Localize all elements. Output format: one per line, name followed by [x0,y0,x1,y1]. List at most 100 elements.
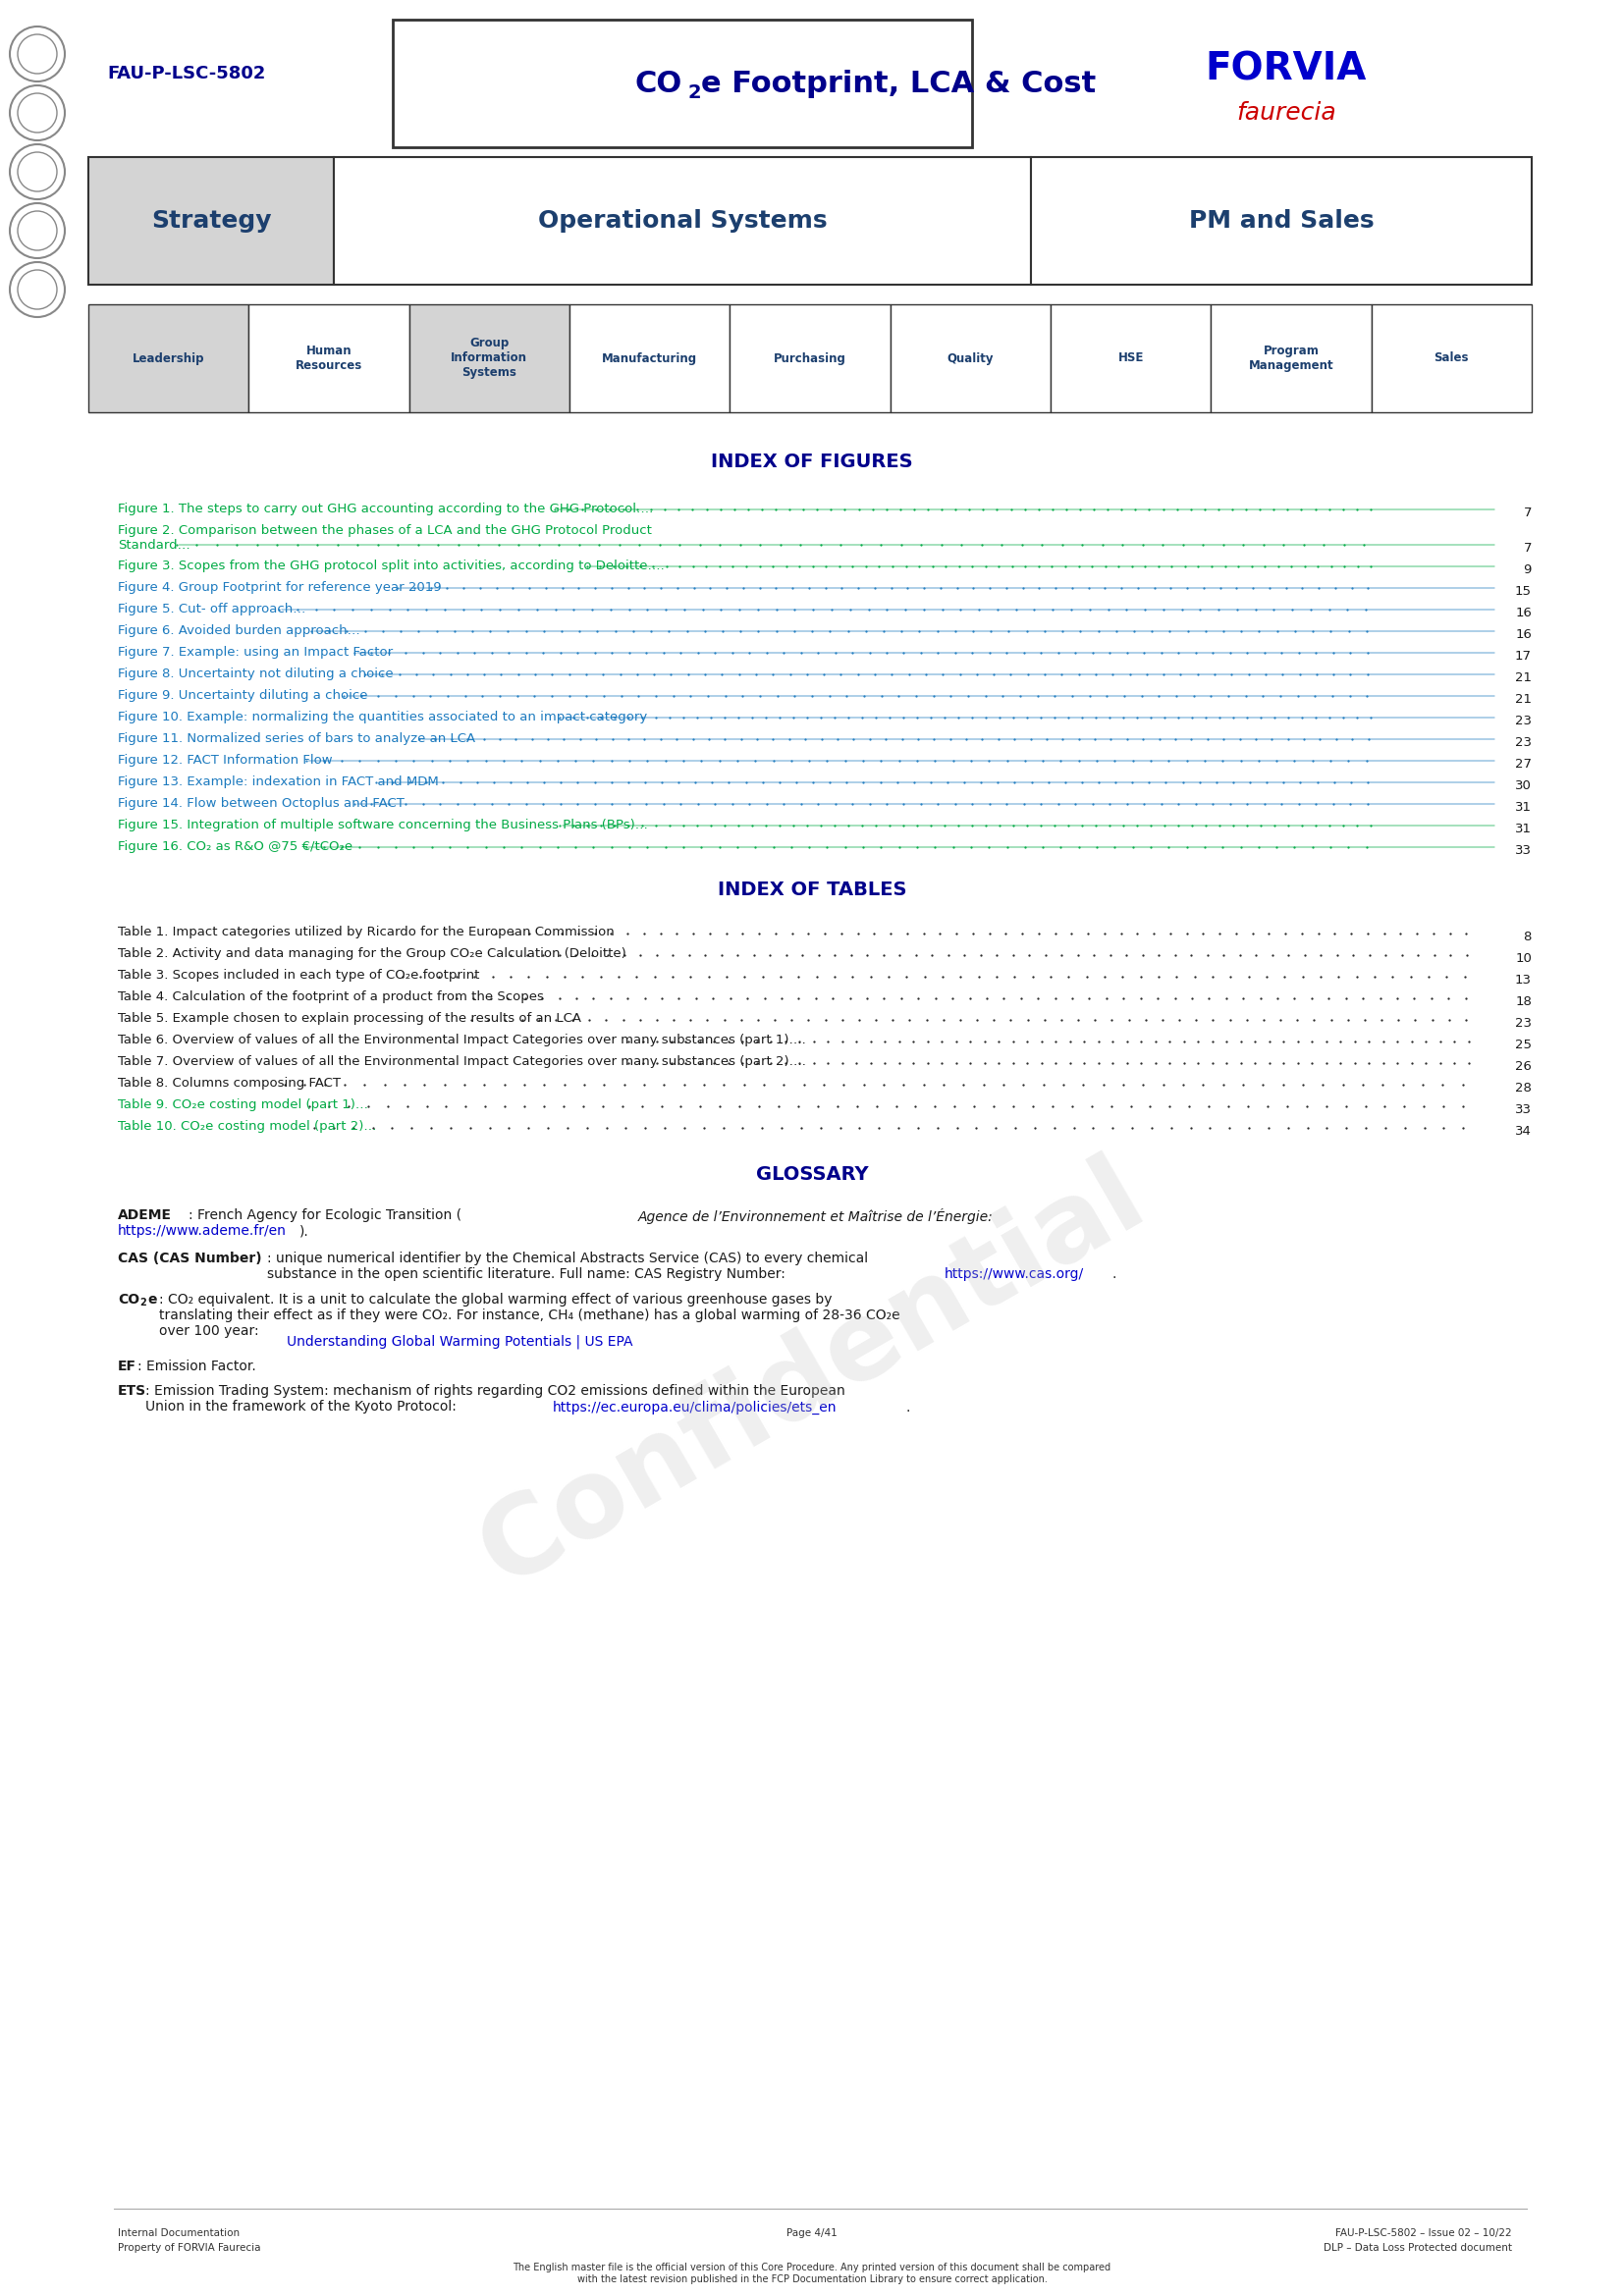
Bar [890,305,1051,413]
Text: Quality: Quality [947,351,994,365]
Text: 13: 13 [1515,974,1531,987]
Text: Figure 10. Example: normalizing the quantities associated to an impact category: Figure 10. Example: normalizing the quan… [119,712,651,723]
Text: Understanding Global Warming Potentials | US EPA: Understanding Global Warming Potentials … [287,1334,633,1350]
Text: 30: 30 [1515,778,1531,792]
Text: Figure 2. Comparison between the phases of a LCA and the GHG Protocol Product
St: Figure 2. Comparison between the phases … [119,523,651,551]
Text: GLOSSARY: GLOSSARY [755,1164,869,1182]
Text: Figure 15. Integration of multiple software concerning the Business Plans (BPs)…: Figure 15. Integration of multiple softw… [119,820,648,831]
Text: Table 3. Scopes included in each type of CO₂e footprint: Table 3. Scopes included in each type of… [119,969,484,983]
Text: 21: 21 [1515,670,1531,684]
Text: e: e [148,1293,156,1306]
Text: 28: 28 [1515,1081,1531,1095]
Text: 23: 23 [1515,714,1531,728]
Text: The English master file is the official version of this Core Procedure. Any prin: The English master file is the official … [513,2262,1111,2285]
Text: 25: 25 [1515,1038,1531,1052]
Bar [88,156,335,285]
Text: 26: 26 [1515,1061,1531,1072]
Text: Human
Resources: Human Resources [296,344,362,372]
Text: 18: 18 [1515,996,1531,1008]
Text: 23: 23 [1515,1017,1531,1029]
Text: Figure 5. Cut- off approach…: Figure 5. Cut- off approach… [119,604,305,615]
Text: Group
Information
Systems: Group Information Systems [451,338,528,379]
Text: https://www.ademe.fr/en: https://www.ademe.fr/en [119,1224,286,1238]
Text: Table 6. Overview of values of all the Environmental Impact Categories over many: Table 6. Overview of values of all the E… [119,1033,806,1047]
Text: 33: 33 [1515,1104,1531,1116]
Text: Agence de l’Environnement et Maîtrise de l’Énergie:: Agence de l’Environnement et Maîtrise de… [638,1208,994,1224]
Text: https://www.cas.org/: https://www.cas.org/ [945,1267,1085,1281]
Bar [1212,305,1371,413]
Text: Operational Systems: Operational Systems [538,209,827,232]
Text: 15: 15 [1515,585,1531,597]
Text: Figure 1. The steps to carry out GHG accounting according to the GHG Protocol….: Figure 1. The steps to carry out GHG acc… [119,503,653,514]
Text: 10: 10 [1515,953,1531,964]
Text: Page 4/41: Page 4/41 [786,2229,838,2239]
Text: : unique numerical identifier by the Chemical Abstracts Service (CAS) to every c: : unique numerical identifier by the Che… [266,1251,869,1281]
Text: 34: 34 [1515,1125,1531,1139]
Text: Figure 3. Scopes from the GHG protocol split into activities, according to Deloi: Figure 3. Scopes from the GHG protocol s… [119,560,664,572]
Text: faurecia: faurecia [1236,101,1337,124]
Text: Sales: Sales [1434,351,1470,365]
Text: Program
Management: Program Management [1249,344,1333,372]
Text: Figure 6. Avoided burden approach…: Figure 6. Avoided burden approach… [119,625,361,636]
Text: HSE: HSE [1117,351,1143,365]
Text: 7: 7 [1523,507,1531,519]
Text: 7: 7 [1523,542,1531,556]
Text: ETS: ETS [119,1384,146,1398]
Text: .: . [906,1401,911,1414]
Text: Figure 4. Group Footprint for reference year 2019: Figure 4. Group Footprint for reference … [119,581,445,595]
Text: Figure 16. CO₂ as R&O @75 €/tCO₂e: Figure 16. CO₂ as R&O @75 €/tCO₂e [119,840,352,854]
Text: .: . [1111,1267,1116,1281]
Text: Leadership: Leadership [133,351,205,365]
Text: : French Agency for Ecologic Transition (: : French Agency for Ecologic Transition … [188,1208,461,1221]
Text: INDEX OF TABLES: INDEX OF TABLES [718,879,906,898]
Text: FORVIA: FORVIA [1205,51,1367,87]
Bar [729,305,890,413]
Bar [335,156,1031,285]
Text: https://ec.europa.eu/clima/policies/ets_en: https://ec.europa.eu/clima/policies/ets_… [552,1401,836,1414]
Text: Table 1. Impact categories utilized by Ricardo for the European Commission: Table 1. Impact categories utilized by R… [119,925,619,939]
Text: DLP – Data Loss Protected document: DLP – Data Loss Protected document [1324,2243,1512,2252]
Text: : Emission Trading System: mechanism of rights regarding CO2 emissions defined w: : Emission Trading System: mechanism of … [145,1384,844,1414]
Text: Internal Documentation: Internal Documentation [119,2229,240,2239]
Text: Figure 13. Example: indexation in FACT and MDM: Figure 13. Example: indexation in FACT a… [119,776,438,788]
Text: 2: 2 [687,85,700,103]
Bar [570,305,729,413]
Text: 33: 33 [1515,845,1531,856]
Text: Table 8. Columns composing FACT: Table 8. Columns composing FACT [119,1077,344,1091]
Text: : Emission Factor.: : Emission Factor. [138,1359,257,1373]
Bar [1031,156,1531,285]
Text: ADEME: ADEME [119,1208,172,1221]
Text: 31: 31 [1515,822,1531,836]
Text: Table 9. CO₂e costing model (part 1)…: Table 9. CO₂e costing model (part 1)… [119,1097,369,1111]
Text: Figure 12. FACT Information Flow: Figure 12. FACT Information Flow [119,753,336,767]
Text: 8: 8 [1523,930,1531,944]
Bar [409,305,570,413]
Bar [88,305,248,413]
Text: 16: 16 [1515,606,1531,620]
Text: Purchasing: Purchasing [773,351,846,365]
Text: Table 4. Calculation of the footprint of a product from the Scopes: Table 4. Calculation of the footprint of… [119,990,547,1003]
Text: 21: 21 [1515,693,1531,705]
Text: Manufacturing: Manufacturing [603,351,697,365]
Text: 16: 16 [1515,629,1531,641]
Bar [1371,305,1531,413]
Text: Confidential: Confidential [461,1141,1163,1607]
Text: : CO₂ equivalent. It is a unit to calculate the global warming effect of various: : CO₂ equivalent. It is a unit to calcul… [159,1293,900,1339]
Text: ).: ). [299,1224,309,1238]
Bar [1051,305,1212,413]
Text: Property of FORVIA Faurecia: Property of FORVIA Faurecia [119,2243,261,2252]
Text: e Footprint, LCA & Cost: e Footprint, LCA & Cost [702,69,1096,99]
Text: Table 7. Overview of values of all the Environmental Impact Categories over many: Table 7. Overview of values of all the E… [119,1056,806,1068]
Text: 27: 27 [1515,758,1531,771]
Text: PM and Sales: PM and Sales [1189,209,1374,232]
Bar [393,21,973,147]
Text: 17: 17 [1515,650,1531,664]
Text: Table 5. Example chosen to explain processing of the results of an LCA: Table 5. Example chosen to explain proce… [119,1013,581,1024]
Text: 31: 31 [1515,801,1531,813]
Text: FAU-P-LSC-5802: FAU-P-LSC-5802 [107,64,266,83]
Text: Figure 7. Example: using an Impact Factor: Figure 7. Example: using an Impact Facto… [119,645,396,659]
Text: FAU-P-LSC-5802 – Issue 02 – 10/22: FAU-P-LSC-5802 – Issue 02 – 10/22 [1335,2229,1512,2239]
Text: 23: 23 [1515,737,1531,748]
Text: Figure 11. Normalized series of bars to analyze an LCA: Figure 11. Normalized series of bars to … [119,732,476,744]
Text: Table 2. Activity and data managing for the Group CO₂e Calculation (Deloitte): Table 2. Activity and data managing for … [119,948,630,960]
